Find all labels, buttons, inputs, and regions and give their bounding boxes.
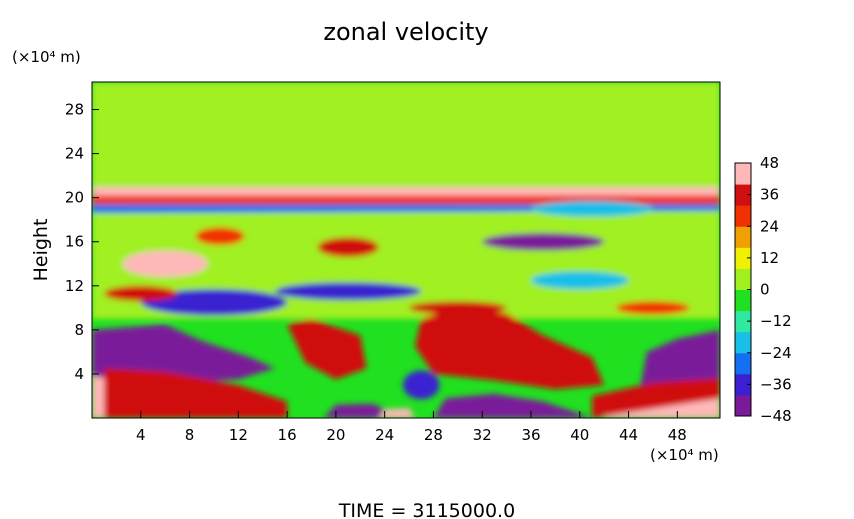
colorbar-segment (735, 163, 751, 185)
colorbar-segment (735, 247, 751, 269)
blob-orange-16 (195, 227, 245, 246)
red-left-center (287, 318, 367, 380)
upper-zero (92, 82, 720, 187)
colorbar-segment (735, 373, 751, 396)
pink-bottom-mid (378, 408, 416, 418)
blob-pink-left (140, 256, 190, 272)
x-tick-label: 48 (668, 426, 687, 444)
y-tick-label: 4 (74, 365, 84, 383)
blob-blue-37 (482, 232, 605, 251)
y-tick-label: 20 (65, 189, 84, 207)
colorbar-segment (735, 205, 751, 227)
x-tick-label: 40 (570, 426, 589, 444)
blob-cyan-41 (530, 200, 653, 217)
colorbar-tick-label: −48 (760, 407, 792, 425)
blob-orange-10 (616, 301, 690, 315)
purple-left (92, 324, 275, 413)
velocity-field (92, 82, 720, 418)
time-label: TIME = 3115000.0 (338, 500, 515, 519)
blob-blue-21 (274, 282, 422, 301)
x-tick-label: 44 (619, 426, 638, 444)
band-jet-core (262, 187, 409, 195)
colorbar-segment (735, 352, 751, 375)
colorbar-segment (735, 331, 751, 354)
blob-blue-27 (402, 370, 440, 400)
colorbar-tick-label: 36 (760, 186, 779, 204)
y-tick-label: 8 (74, 321, 84, 339)
y-axis: 4 8 12 16 20 24 28 (65, 101, 99, 383)
colorbar-segment (735, 289, 751, 312)
colorbar-tick-label: −24 (760, 344, 792, 362)
red-bottom-right (592, 378, 720, 418)
colorbar-tick-label: 48 (760, 154, 779, 172)
red-bottom-left (104, 368, 288, 418)
colorbar-segment (735, 226, 751, 248)
y-tick-label: 24 (65, 145, 84, 163)
x-tick-label: 8 (185, 426, 195, 444)
x-tick-label: 24 (375, 426, 394, 444)
colorbar-tick-label: −12 (760, 312, 792, 330)
colorbar-segment (735, 184, 751, 206)
colorbar-ticks: 48 36 24 12 0 −12 −24 −36 −48 (747, 154, 792, 425)
colorbar: 48 36 24 12 0 −12 −24 −36 −48 (734, 154, 792, 425)
colorbar-segment (735, 310, 751, 333)
x-tick-label: 32 (473, 426, 492, 444)
blob-blue-10 (140, 289, 288, 316)
x-axis-units: (×10⁴ m) (650, 446, 719, 464)
plot-area (91, 81, 721, 419)
blob-red-21 (317, 237, 379, 258)
blob-cyan-12 (530, 271, 629, 290)
red-center (415, 307, 605, 390)
x-tick-label: 36 (521, 426, 540, 444)
colorbar-tick-label: 12 (760, 249, 779, 267)
y-tick-label: 28 (65, 101, 84, 119)
x-tick-label: 28 (424, 426, 443, 444)
purple-bottom-2 (433, 393, 592, 418)
x-axis: 4 8 12 16 20 24 28 32 36 40 44 48 (136, 411, 687, 444)
x-tick-label: 12 (229, 426, 248, 444)
x-tick-label: 16 (278, 426, 297, 444)
y-tick-label: 12 (65, 277, 84, 295)
purple-right (640, 329, 720, 391)
y-axis-label: Height (30, 219, 52, 282)
blob-red-11 (104, 285, 178, 302)
colorbar-tick-label: −36 (760, 375, 792, 393)
x-tick-label: 20 (326, 426, 345, 444)
colorbar-segments (735, 163, 751, 417)
field-shapes (92, 82, 720, 418)
y-axis-units: (×10⁴ m) (12, 48, 81, 66)
colorbar-tick-label: 0 (760, 281, 770, 299)
x-tick-label: 4 (136, 426, 146, 444)
plot-frame (91, 81, 721, 419)
chart-title: zonal velocity (323, 18, 488, 46)
colorbar-segment (735, 394, 751, 417)
colorbar-segment (735, 268, 751, 290)
colorbar-tick-label: 24 (760, 217, 779, 235)
y-tick-label: 16 (65, 233, 84, 251)
